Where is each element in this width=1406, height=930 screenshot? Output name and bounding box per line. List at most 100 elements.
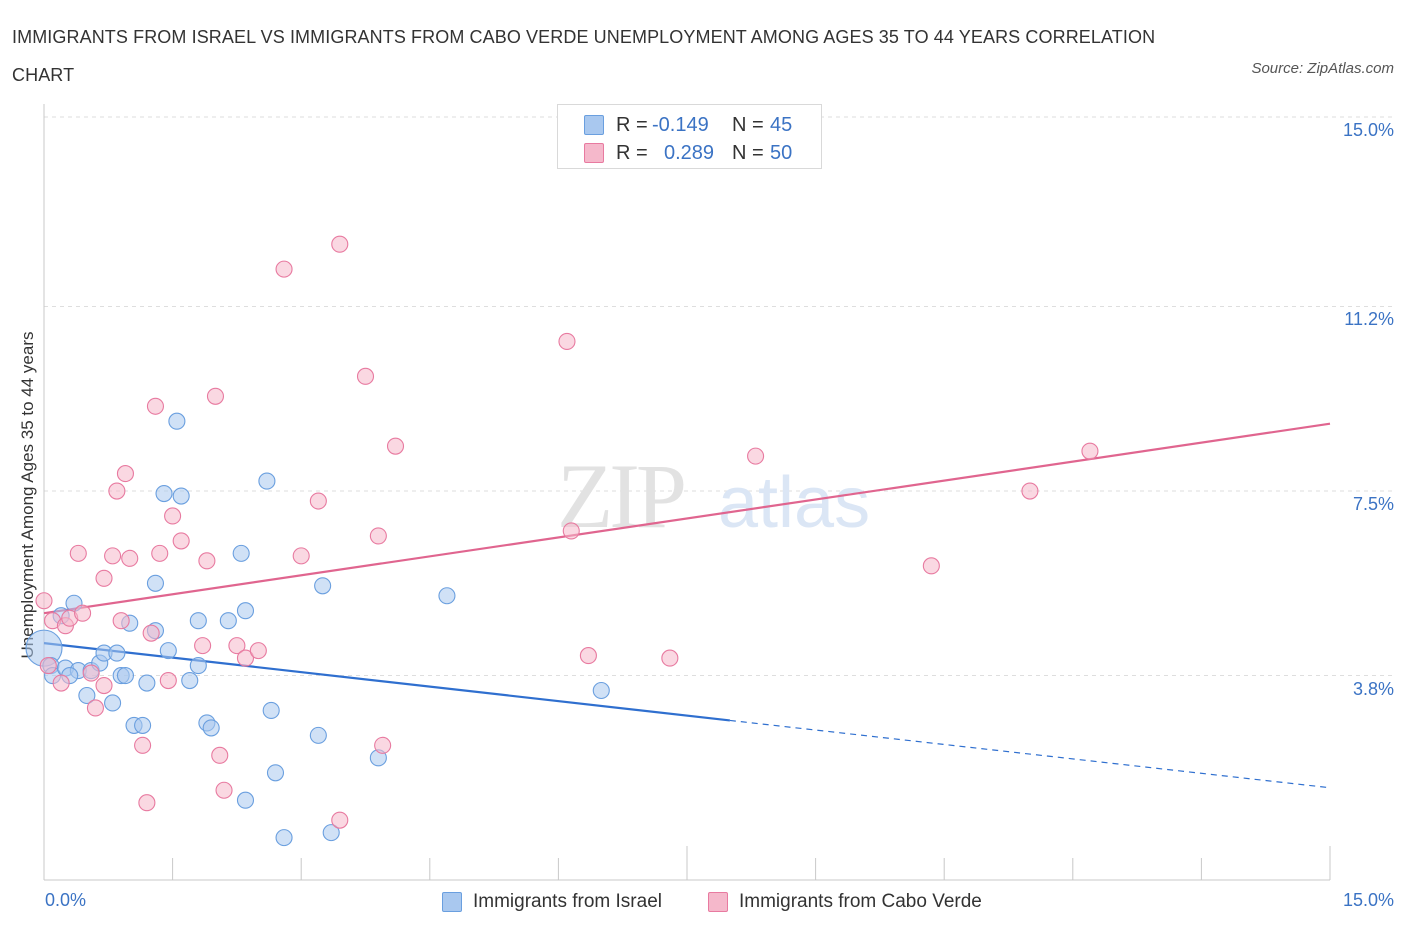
point-caboverde [39, 657, 57, 675]
point-caboverde [374, 736, 392, 754]
point-caboverde [69, 544, 87, 562]
point-caboverde [134, 736, 152, 754]
y-tick-label: 11.2% [1344, 309, 1394, 330]
grid [44, 116, 1395, 677]
point-caboverde [579, 647, 597, 665]
trend-line [43, 422, 1331, 615]
point-caboverde [1021, 482, 1039, 500]
point-israel [258, 472, 276, 490]
point-caboverde [309, 492, 327, 510]
point-israel [236, 791, 255, 809]
point-caboverde [151, 544, 169, 562]
point-israel [189, 657, 207, 675]
legend-r-label: R = [616, 142, 648, 164]
data-points [25, 235, 1099, 847]
point-caboverde [206, 387, 225, 405]
point-israel [134, 716, 152, 734]
trend-line [43, 642, 730, 722]
point-caboverde [95, 569, 113, 587]
point-caboverde [369, 527, 387, 545]
point-caboverde [331, 235, 349, 253]
point-caboverde [558, 332, 576, 350]
point-israel [262, 701, 280, 720]
point-caboverde [95, 676, 113, 695]
point-israel [592, 681, 610, 700]
point-caboverde [142, 624, 160, 642]
correlation-legend: R = -0.149 N = 45 R = 0.289 N = 50 [557, 104, 822, 169]
y-tick-label: 15.0% [1342, 120, 1394, 140]
point-israel [314, 577, 332, 595]
point-caboverde [562, 522, 580, 540]
point-caboverde [86, 699, 104, 717]
point-caboverde [215, 781, 233, 799]
point-caboverde [74, 604, 92, 622]
point-caboverde [164, 507, 182, 525]
point-caboverde [211, 746, 229, 764]
point-israel [181, 671, 199, 690]
legend-swatch-caboverde [584, 143, 604, 163]
point-caboverde [138, 794, 156, 812]
point-caboverde [747, 447, 765, 465]
source-label: Source: ZipAtlas.com [1251, 60, 1394, 77]
legend-n-label: N = [732, 114, 764, 136]
point-israel [236, 602, 255, 620]
point-caboverde [116, 465, 134, 483]
point-caboverde [52, 674, 70, 692]
point-israel [202, 719, 220, 737]
legend-r-value-caboverde: 0.289 [664, 142, 715, 164]
point-israel [275, 829, 293, 847]
legend-swatch-israel [584, 115, 604, 135]
point-caboverde [104, 547, 122, 565]
point-israel [172, 487, 190, 505]
point-israel [108, 644, 126, 662]
point-caboverde [228, 637, 246, 655]
point-caboverde [236, 649, 255, 667]
legend-r-label: R = [616, 114, 648, 136]
point-caboverde [82, 664, 100, 682]
bottom-legend-swatch-israel [442, 892, 462, 912]
point-israel [168, 412, 186, 430]
point-caboverde [146, 397, 165, 415]
point-israel [104, 694, 122, 712]
point-israel [438, 587, 456, 605]
bottom-legend-label-israel: Immigrants from Israel [473, 891, 662, 912]
point-caboverde [194, 637, 212, 655]
point-caboverde [292, 547, 310, 565]
x-tick-label-min: 0.0% [45, 890, 87, 910]
chart-title: IMMIGRANTS FROM ISRAEL VS IMMIGRANTS FRO… [12, 27, 1156, 85]
point-caboverde [198, 552, 216, 570]
point-israel [116, 666, 134, 685]
point-israel [138, 674, 156, 692]
point-caboverde [159, 671, 177, 690]
point-israel [266, 764, 285, 782]
legend-n-label: N = [732, 142, 764, 164]
trend-lines [43, 422, 1331, 789]
point-caboverde [172, 532, 190, 550]
point-israel [219, 612, 237, 630]
point-israel [155, 484, 173, 503]
point-caboverde [922, 557, 940, 575]
legend-n-value-caboverde: 50 [770, 142, 793, 164]
point-israel [322, 824, 340, 842]
point-caboverde [1081, 442, 1099, 460]
point-israel [146, 574, 165, 592]
point-israel [232, 544, 250, 562]
trend-line-extension [729, 719, 1331, 789]
point-caboverde [108, 482, 126, 500]
legend-r-value-israel: -0.149 [652, 114, 709, 136]
y-tick-label: 3.8% [1352, 678, 1394, 699]
y-tick-label: 7.5% [1352, 494, 1394, 514]
point-israel [189, 612, 207, 630]
legend-n-value-israel: 45 [770, 114, 793, 136]
point-caboverde [386, 437, 405, 455]
point-israel [159, 642, 177, 660]
point-caboverde [661, 649, 679, 667]
bottom-legend-label-caboverde: Immigrants from Cabo Verde [739, 891, 982, 912]
point-caboverde [35, 592, 53, 610]
point-caboverde [121, 549, 139, 567]
x-tick-label-max: 15.0% [1342, 890, 1394, 910]
point-caboverde [112, 612, 130, 630]
point-caboverde [356, 367, 375, 385]
bottom-legend-swatch-caboverde [708, 892, 728, 912]
